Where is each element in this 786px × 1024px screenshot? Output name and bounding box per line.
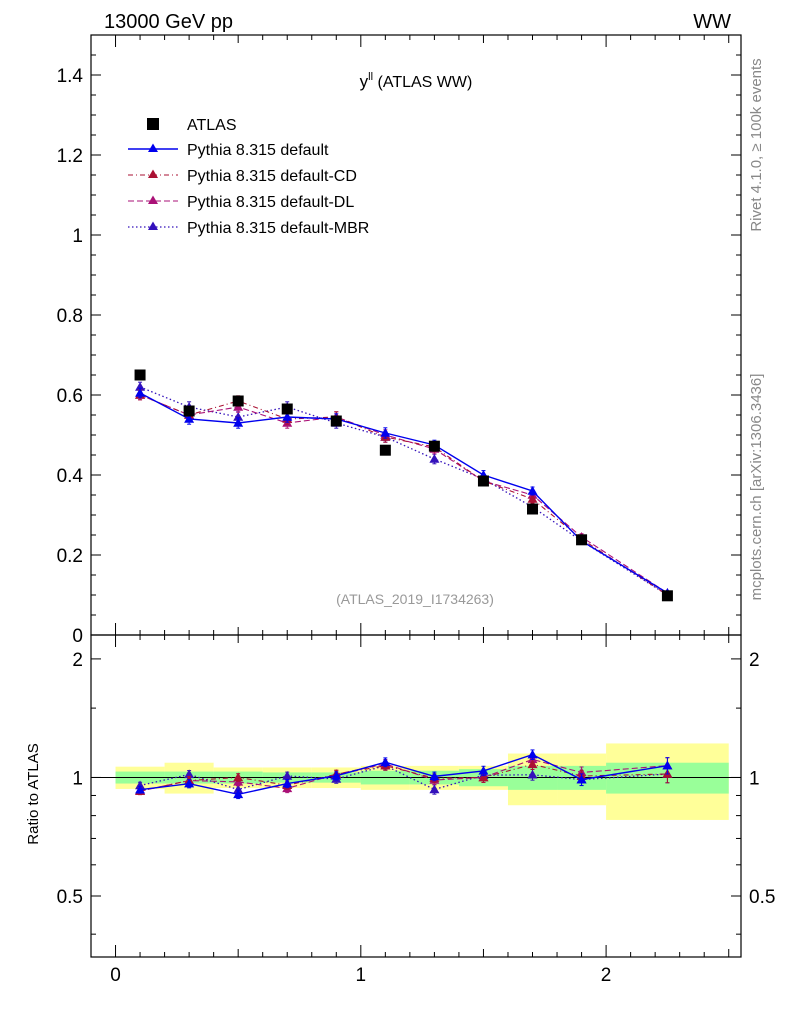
ratio-axis-label: Ratio to ATLAS [25, 743, 42, 844]
legend-label-atlas: ATLAS [187, 117, 237, 134]
ratio-ytick-label: 2 [72, 650, 83, 671]
main-ytick-label: 1 [72, 226, 83, 247]
rivet-label: Rivet 4.1.0, ≥ 100k events [748, 58, 765, 231]
data-point-atlas [134, 369, 146, 381]
series-0-point [184, 414, 195, 423]
legend: ATLAS Pythia 8.315 default Pythia 8.315 … [128, 117, 369, 237]
legend-label-default: Pythia 8.315 default [187, 142, 329, 159]
ratio-ytick-label-right: 0.5 [749, 887, 775, 908]
series-2-line [139, 394, 668, 594]
header-channel: WW [693, 11, 731, 33]
data-point-atlas [477, 475, 489, 487]
ratio-ytick-label: 0.5 [57, 887, 83, 908]
series-1-ratio-point [527, 759, 538, 769]
ratio-frame [90, 634, 742, 958]
series-0-point [527, 486, 538, 495]
legend-label-dl: Pythia 8.315 default-DL [187, 194, 354, 211]
series-0-point [135, 388, 146, 397]
data-point-atlas [281, 403, 293, 415]
data-point-atlas [183, 405, 195, 417]
ratio-ytick-label-right: 2 [749, 650, 760, 671]
series-3-point [429, 454, 440, 463]
series-1-ratio-point [233, 772, 244, 782]
xtick-label: 2 [601, 965, 612, 986]
series-0-ratio-point [331, 770, 342, 780]
series-0-ratio-point [478, 765, 489, 775]
data-point-atlas [232, 395, 244, 407]
main-ytick-label: 1.2 [57, 146, 83, 167]
series-0-ratio-point [576, 774, 587, 784]
ratio-ytick-label-right: 1 [749, 768, 760, 789]
series-3-ratio-point [184, 769, 195, 779]
xtick-label: 1 [356, 965, 367, 986]
series-0-ratio-point [184, 778, 195, 788]
main-ytick-label: 0.8 [57, 306, 83, 327]
main-panel: 0 0.2 0.4 0.6 0.8 1 1.2 1.4 [57, 34, 742, 647]
legend-label-mbr: Pythia 8.315 default-MBR [187, 220, 369, 237]
main-ytick-label: 0.4 [57, 466, 84, 487]
legend-marker-default [148, 143, 158, 152]
series-0-ratio-point [527, 749, 538, 759]
data-point-atlas [379, 444, 391, 456]
series-3-ratio-point [233, 784, 244, 794]
legend-marker-dl [148, 195, 158, 204]
series-1-line [139, 394, 668, 596]
main-ytick-label: 0.2 [57, 546, 83, 567]
series-3-ratio-point [429, 784, 440, 794]
plot-title-main: y [360, 72, 369, 91]
series-0-ratio-point [380, 757, 391, 766]
series-1-ratio-line [139, 763, 668, 792]
series-1-ratio-point [478, 772, 489, 782]
plot-title: yll (ATLAS WW) [360, 71, 473, 91]
series-0-ratio-point [233, 789, 244, 799]
xtick-label: 0 [110, 965, 121, 986]
series-3-ratio-point [527, 769, 538, 779]
series-2-ratio-line [139, 758, 668, 792]
series-0-ratio-point [662, 760, 673, 770]
analysis-tag: (ATLAS_2019_I1734263) [336, 591, 494, 607]
series-0-ratio-point [282, 778, 293, 788]
data-point-atlas [527, 503, 539, 515]
legend-marker-mbr [148, 221, 158, 230]
series-0-point [380, 428, 391, 437]
header-process: 13000 GeV pp [104, 11, 233, 33]
series-3-ratio-point [282, 770, 293, 780]
ratio-panel: 0.5 0.5 1 1 2 2 0 1 2 [57, 634, 775, 986]
plot-title-rest: (ATLAS WW) [373, 74, 472, 91]
series-1-point [527, 494, 538, 503]
series-0-point [282, 412, 293, 421]
main-ytick-label: 1.4 [57, 66, 84, 87]
series-0-line [139, 392, 668, 594]
main-ytick-label: 0 [72, 626, 83, 647]
series-0-point [233, 418, 244, 427]
series-0-ratio-point [429, 771, 440, 781]
main-ytick-label: 0.6 [57, 386, 83, 407]
series-3-line [139, 386, 668, 596]
data-point-atlas [661, 590, 673, 602]
legend-marker-atlas [147, 118, 159, 130]
mcplots-label: mcplots.cern.ch [arXiv:1306.3436] [748, 374, 765, 601]
data-point-atlas [428, 440, 440, 452]
series-3-point [233, 412, 244, 421]
plot-title-superscript: ll [368, 71, 373, 83]
data-point-atlas [330, 415, 342, 427]
series-0-ratio-point [135, 784, 146, 794]
series-3-point [135, 382, 146, 391]
legend-marker-cd [148, 169, 158, 178]
ratio-ytick-label: 1 [72, 768, 83, 789]
data-point-atlas [576, 534, 588, 546]
legend-label-cd: Pythia 8.315 default-CD [187, 168, 357, 185]
